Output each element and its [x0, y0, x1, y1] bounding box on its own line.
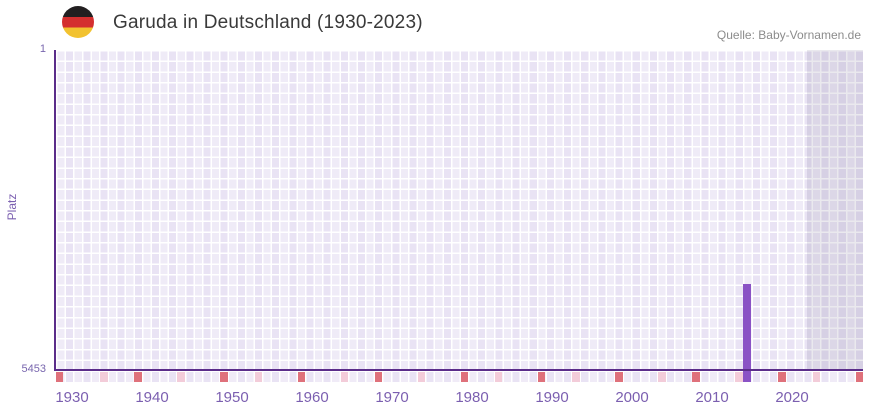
strip-minor-mark: [340, 372, 348, 382]
y-tick-top: 1: [39, 43, 46, 55]
strip-major-mark: [56, 372, 64, 382]
strip-major-mark: [778, 372, 786, 382]
strip-major-mark: [134, 372, 142, 382]
x-tick-label: 2010: [695, 389, 729, 406]
source-credit: Quelle: Baby-Vornamen.de: [716, 28, 861, 42]
x-tick-label: 1930: [55, 389, 89, 406]
x-tick-label: 1990: [535, 389, 569, 406]
plot-area: [56, 50, 863, 370]
strip-minor-mark: [812, 372, 821, 382]
rank-bar-2014[interactable]: [742, 284, 752, 382]
strip-major-mark: [220, 372, 228, 382]
strip-major-mark: [855, 372, 863, 382]
strip-minor-mark: [658, 372, 666, 382]
strip-minor-mark: [100, 372, 108, 382]
strip-minor-mark: [572, 372, 580, 382]
strip-major-mark: [297, 372, 305, 382]
x-tick-label: 1960: [295, 389, 329, 406]
x-tick-label: 1970: [375, 389, 409, 406]
x-axis-line: [54, 369, 863, 371]
strip-minor-mark: [495, 372, 503, 382]
strip-major-mark: [537, 372, 546, 382]
strip-minor-mark: [254, 372, 263, 382]
y-axis-label: Platz: [5, 193, 19, 221]
y-axis-line: [54, 50, 56, 371]
recent-years-overlay: [807, 50, 863, 370]
strip-major-mark: [692, 372, 700, 382]
y-tick-bottom: 5453: [21, 363, 46, 375]
strip-minor-mark: [177, 372, 185, 382]
strip-minor-mark: [417, 372, 426, 382]
strip-minor-mark: [735, 372, 743, 382]
x-tick-label: 2020: [775, 389, 809, 406]
x-tick-label: 2000: [615, 389, 649, 406]
x-tick-label: 1950: [215, 389, 249, 406]
timeline-strip: [56, 372, 863, 382]
x-tick-label: 1980: [455, 389, 489, 406]
strip-major-mark: [460, 372, 469, 382]
x-tick-label: 1940: [135, 389, 169, 406]
germany-flag-icon: [62, 6, 94, 38]
strip-major-mark: [374, 372, 383, 382]
chart-title: Garuda in Deutschland (1930-2023): [113, 12, 423, 33]
strip-major-mark: [615, 372, 623, 382]
